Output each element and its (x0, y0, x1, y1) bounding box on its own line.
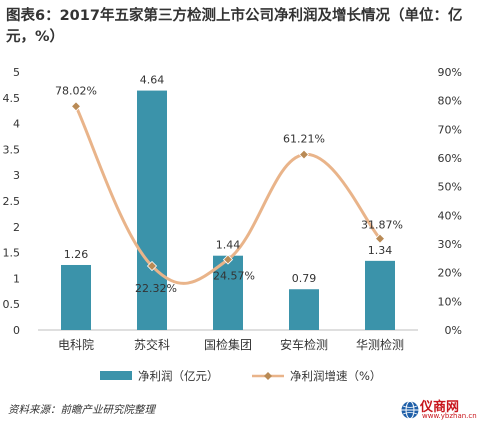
y-right-tick-label: 50% (438, 181, 462, 194)
growth-line (70, 101, 386, 285)
chart: 00.511.522.533.544.550%10%20%30%40%50%60… (3, 66, 463, 383)
axes: 00.511.522.533.544.550%10%20%30%40%50%60… (3, 66, 463, 352)
y-left-tick-label: 1 (13, 272, 20, 285)
y-left-tick-label: 1.5 (3, 247, 21, 260)
y-right-tick-label: 40% (438, 209, 462, 222)
y-left-tick-label: 4 (13, 118, 20, 131)
bars (61, 90, 395, 331)
y-left-tick-label: 2.5 (3, 195, 21, 208)
y-right-tick-label: 60% (438, 152, 462, 165)
growth-marker (222, 254, 234, 265)
growth-value-label: 61.21% (283, 133, 325, 146)
legend: 净利润（亿元） 净利润增速（%） (100, 369, 381, 383)
x-tick-label: 安车检测 (280, 337, 328, 352)
globe-icon (401, 401, 419, 419)
logo-url: www.ybzhan.cn (422, 412, 477, 420)
growth-marker (374, 233, 386, 244)
y-left-tick-label: 4.5 (3, 92, 21, 105)
bar-value-label: 1.26 (64, 248, 89, 261)
growth-marker (70, 101, 82, 112)
logo: 仪商网 www.ybzhan.cn (400, 396, 477, 424)
bar (137, 90, 167, 331)
bar (61, 264, 91, 330)
bar-value-label: 4.64 (140, 74, 165, 87)
x-tick-label: 苏交科 (134, 337, 170, 352)
growth-marker (298, 149, 310, 160)
bar-value-label: 1.44 (216, 239, 241, 252)
legend-bar-label: 净利润（亿元） (138, 369, 219, 383)
growth-value-label: 24.57% (213, 270, 255, 283)
x-tick-label: 国检集团 (204, 337, 252, 352)
y-right-tick-label: 80% (438, 95, 462, 108)
y-right-tick-label: 70% (438, 123, 462, 136)
source-note: 资料来源：前瞻产业研究院整理 (8, 404, 155, 416)
growth-value-label: 22.32% (135, 282, 177, 295)
chart-title: 图表6：2017年五家第三方检测上市公司净利润及增长情况（单位：亿元，%） (6, 8, 463, 45)
y-right-tick-label: 0% (445, 324, 462, 337)
y-left-tick-label: 3 (13, 169, 20, 182)
bar (289, 289, 319, 330)
x-tick-label: 华测检测 (356, 337, 404, 352)
growth-value-label: 31.87% (361, 219, 403, 232)
logo-text: 仪商网 (420, 400, 460, 415)
y-right-tick-label: 90% (438, 66, 462, 79)
legend-line-label: 净利润增速（%） (290, 369, 381, 383)
bar-value-label: 0.79 (292, 272, 317, 285)
y-left-tick-label: 2 (13, 221, 20, 234)
y-left-tick-label: 3.5 (3, 143, 21, 156)
y-right-tick-label: 30% (438, 238, 462, 251)
y-left-tick-label: 0.5 (3, 298, 21, 311)
y-right-tick-label: 10% (438, 295, 462, 308)
data-labels: 1.26 4.64 1.44 0.79 1.34 78.02% 22.32% 24.57% 61… (55, 74, 403, 295)
y-right-tick-label: 20% (438, 267, 462, 280)
bar-value-label: 1.34 (368, 244, 393, 257)
x-tick-label: 电科院 (58, 338, 94, 352)
growth-marker (146, 260, 158, 272)
bar (365, 260, 395, 330)
legend-line-marker (264, 372, 272, 380)
y-left-tick-label: 5 (13, 66, 20, 79)
growth-value-label: 78.02% (55, 84, 97, 97)
y-left-tick-label: 0 (13, 324, 20, 337)
legend-bar-swatch (100, 371, 132, 380)
